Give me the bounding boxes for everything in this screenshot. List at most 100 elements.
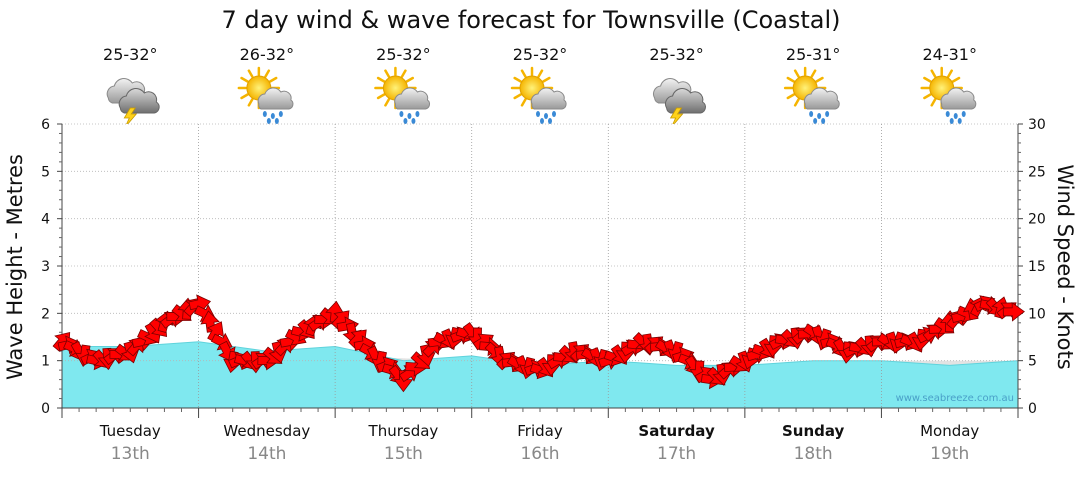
temperature-row: 25-32° 26-32° 25-32° 25-32° 25-32° 25-31° 24-3…: [103, 45, 977, 64]
cloud-shape: [530, 87, 567, 110]
raindrop-shape: [403, 118, 408, 124]
sun-rain-icon: [510, 66, 567, 124]
chart-title: 7 day wind & wave forecast for Townsvill…: [221, 6, 840, 34]
left-tick-label: 0: [41, 401, 50, 417]
raindrop-shape: [821, 118, 826, 124]
wind-arrows: [52, 294, 1025, 393]
left-tick-label: 6: [41, 117, 50, 133]
right-tick-label: 20: [1028, 212, 1046, 228]
raindrop-shape: [411, 118, 416, 124]
sun-ray-shape: [793, 69, 800, 78]
day-name-label: Sunday: [782, 422, 845, 440]
raindrop-shape: [540, 118, 544, 124]
weather-icons-row: [106, 66, 977, 128]
day-date-label: 17th: [657, 444, 696, 464]
y-axis-label-left: Wave Height - Metres: [3, 154, 27, 380]
day-date-label: 19th: [930, 444, 969, 464]
sun-ray-shape: [537, 69, 544, 78]
watermark-text: www.seabreeze.com.au: [896, 393, 1014, 404]
sun-ray-shape: [923, 93, 932, 100]
raindrop-shape: [278, 111, 283, 117]
sun-ray-shape: [240, 93, 249, 100]
sun-ray-shape: [793, 98, 800, 107]
day-date-label: 18th: [794, 444, 833, 464]
x-axis-day-labels: Tuesday 13th Wednesday 14th Thursday 15th Frid…: [99, 422, 980, 464]
storm-cloud-icon: [106, 78, 160, 128]
raindrop-shape: [270, 113, 275, 119]
sun-ray-shape: [400, 69, 407, 78]
sun-ray-shape: [376, 93, 386, 100]
left-tick-label: 3: [41, 259, 50, 275]
right-tick-label: 30: [1028, 117, 1046, 133]
cloud-shape: [394, 87, 431, 110]
left-tick-label: 4: [41, 212, 50, 228]
raindrop-shape: [825, 111, 830, 117]
raindrop-shape: [262, 111, 267, 117]
cloud-shape: [940, 87, 977, 110]
day-name-label: Saturday: [638, 422, 715, 440]
wind-arrow: [1002, 302, 1025, 322]
right-tick-label: 15: [1028, 259, 1046, 275]
temperature-range-label: 25-31°: [786, 45, 841, 64]
dark-cloud-shape: [664, 88, 706, 114]
sun-ray-shape: [520, 69, 527, 78]
day-date-label: 13th: [111, 444, 150, 464]
temperature-range-label: 25-32°: [649, 45, 704, 64]
sun-ray-shape: [513, 93, 522, 100]
raindrop-shape: [548, 118, 552, 124]
raindrop-shape: [957, 118, 962, 124]
left-tick-label: 2: [41, 306, 50, 322]
sun-ray-shape: [815, 76, 824, 83]
sun-ray-shape: [513, 76, 522, 83]
day-name-label: Tuesday: [99, 422, 161, 440]
sun-ray-shape: [384, 69, 391, 78]
lightning-bolt-shape: [669, 107, 684, 128]
sun-ray-shape: [247, 98, 254, 107]
raindrop-shape: [961, 111, 966, 117]
y-axis-label-right: Wind Speed - Knots: [1053, 164, 1077, 369]
dark-cloud-shape: [118, 88, 160, 114]
sun-ray-shape: [923, 76, 932, 83]
raindrop-shape: [415, 111, 420, 117]
day-date-label: 16th: [520, 444, 559, 464]
temperature-range-label: 24-31°: [922, 45, 977, 64]
sun-ray-shape: [951, 76, 961, 83]
raindrop-shape: [813, 118, 818, 124]
sun-ray-shape: [384, 98, 391, 107]
sun-ray-shape: [930, 98, 937, 107]
day-name-label: Monday: [920, 422, 979, 440]
wind-arrow: [188, 294, 211, 314]
sun-rain-icon: [783, 66, 840, 124]
temperature-range-label: 25-32°: [376, 45, 431, 64]
sun-ray-shape: [520, 98, 527, 107]
left-tick-label: 1: [41, 354, 50, 370]
sun-ray-shape: [542, 76, 551, 83]
sun-ray-shape: [247, 69, 254, 78]
temperature-range-label: 26-32°: [240, 45, 295, 64]
raindrop-shape: [544, 113, 548, 119]
raindrop-shape: [266, 118, 271, 124]
sun-ray-shape: [264, 69, 271, 78]
raindrop-shape: [274, 118, 279, 124]
day-name-label: Thursday: [368, 422, 439, 440]
day-date-label: 15th: [384, 444, 423, 464]
raindrop-shape: [953, 113, 958, 119]
cloud-shape: [257, 87, 294, 110]
raindrop-shape: [407, 113, 412, 119]
axes: 0 1 2 3 4 5 6 0 5 10 15 20 25 30: [41, 117, 1046, 418]
right-tick-label: 25: [1028, 164, 1046, 180]
temperature-range-label: 25-32°: [513, 45, 568, 64]
raindrop-shape: [399, 111, 404, 117]
sun-ray-shape: [946, 69, 953, 78]
sun-ray-shape: [786, 76, 796, 83]
raindrop-shape: [536, 111, 540, 117]
sun-ray-shape: [268, 76, 278, 83]
sun-rain-icon: [374, 66, 431, 124]
raindrop-shape: [945, 111, 950, 117]
sun-ray-shape: [810, 69, 817, 78]
storm-cloud-icon: [652, 78, 706, 128]
day-date-label: 14th: [247, 444, 286, 464]
lightning-bolt-shape: [123, 107, 138, 128]
